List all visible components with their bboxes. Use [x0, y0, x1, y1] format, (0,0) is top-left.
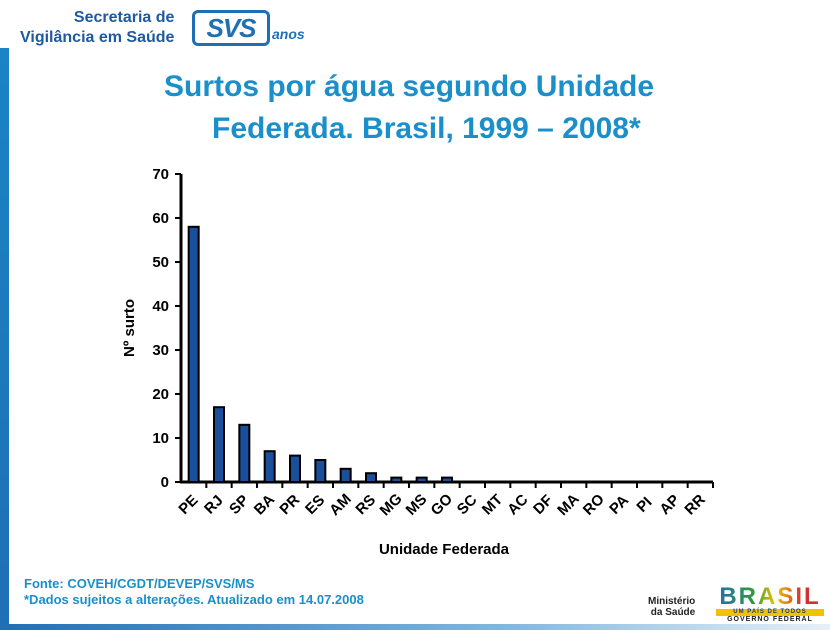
y-tick-label: 0 — [161, 474, 169, 491]
x-tick-label-mt: MT — [479, 491, 506, 518]
x-tick-label-rs: RS — [352, 491, 379, 518]
bar-sp — [238, 423, 251, 483]
left-accent-bar — [0, 48, 9, 630]
x-tick-label-es: ES — [302, 492, 328, 518]
x-tick-label-ba: BA — [251, 491, 278, 518]
x-tick-label-rr: RR — [681, 491, 708, 518]
x-tick-label-df: DF — [530, 492, 556, 518]
y-tick-label: 30 — [152, 342, 169, 359]
x-tick-label-sc: SC — [454, 491, 481, 518]
x-tick-label-ms: MS — [403, 491, 431, 519]
bar-pr — [289, 454, 301, 484]
x-tick-label-go: GO — [428, 490, 457, 519]
x-tick-label-am: AM — [326, 491, 355, 520]
governo-federal: GOVERNO FEDERAL — [727, 616, 813, 623]
x-tick-label-sp: SP — [226, 492, 252, 518]
brasil-tagline: UM PAÍS DE TODOS — [716, 609, 824, 616]
bar-es — [314, 459, 327, 483]
y-tick-label: 10 — [152, 430, 169, 447]
x-tick-label-ap: AP — [656, 491, 683, 518]
source-note: Fonte: COVEH/CGDT/DEVEP/SVS/MS — [24, 576, 255, 591]
x-tick-label-pr: PR — [276, 491, 303, 518]
slide-title-line1: Surtos por água segundo Unidade — [164, 70, 655, 103]
y-tick-label: 40 — [152, 298, 169, 315]
x-axis-title: Unidade Federada — [379, 541, 510, 558]
org-name: Secretaria de Vigilância em Saúde — [20, 8, 174, 48]
brasil-wordmark: BRASIL — [716, 585, 824, 609]
x-tick-label-pe: PE — [175, 492, 201, 518]
bar-ms — [415, 476, 428, 484]
ministerio-line2: da Saúde — [650, 607, 696, 618]
bar-rj — [213, 406, 225, 484]
x-tick-label-pa: PA — [606, 492, 632, 518]
bar-mg — [390, 476, 403, 484]
x-tick-label-pi: PI — [633, 494, 655, 516]
y-axis-title: Nº surto — [121, 299, 138, 357]
footer-notes: Fonte: COVEH/CGDT/DEVEP/SVS/MS *Dados su… — [24, 576, 364, 608]
ministerio-line1: Ministério — [648, 596, 696, 607]
bar-rs — [365, 472, 377, 484]
bar-go — [441, 476, 453, 484]
x-tick-label-ac: AC — [504, 491, 531, 518]
org-name-line2: Vigilância em Saúde — [20, 29, 175, 46]
y-tick-label: 70 — [152, 166, 169, 183]
svs-logo-suffix: anos — [272, 26, 305, 42]
svs-logo: SVS — [192, 10, 270, 46]
bar-ba — [263, 450, 276, 484]
x-tick-label-rj: RJ — [201, 492, 227, 518]
brasil-logo: BRASIL UM PAÍS DE TODOS GOVERNO FEDERAL — [716, 585, 824, 623]
slide-title-line2: Federada. Brasil, 1999 – 2008* — [212, 112, 641, 145]
y-tick-label: 20 — [152, 386, 169, 403]
bar-am — [339, 467, 352, 483]
data-disclaimer: *Dados sujeitos a alterações. Atualizado… — [24, 592, 364, 607]
y-tick-label: 60 — [152, 210, 169, 227]
y-tick-label: 50 — [152, 254, 169, 271]
ministerio-logo: Ministério da Saúde — [648, 596, 695, 618]
x-tick-label-mg: MG — [377, 490, 406, 519]
slide-title: Surtos por água segundo Unidade Federada… — [120, 66, 740, 150]
org-name-line1: Secretaria de — [73, 9, 175, 26]
bottom-accent-bar — [0, 624, 830, 630]
bar-pe — [187, 225, 200, 483]
x-tick-label-ro: RO — [580, 491, 608, 519]
x-tick-label-ma: MA — [554, 490, 583, 519]
